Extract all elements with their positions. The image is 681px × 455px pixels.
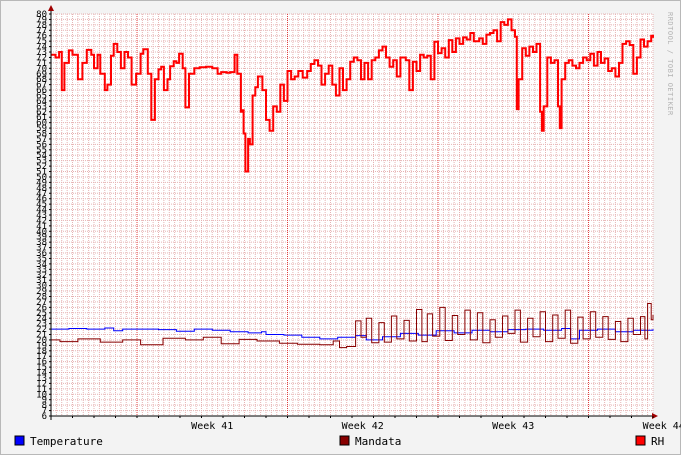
y-tick-label: 80 [36,10,47,20]
y-tick-label: 36 [36,249,47,259]
y-tick-label: 70 [36,64,47,74]
y-tick-label: 60 [36,119,47,129]
y-tick-label: 40 [36,227,47,237]
y-tick-label: 17 [36,352,47,362]
legend-swatch-rh [635,435,646,446]
y-tick-label: 57 [36,135,47,145]
axes [48,5,658,420]
y-tick-label: 14 [36,369,47,379]
y-tick-label: 32 [36,271,47,281]
y-tick-label: 33 [36,265,47,275]
y-tick-label: 16 [36,358,47,368]
y-tick-label: 47 [36,189,47,199]
y-tick-label: 24 [36,314,47,324]
y-tick-label: 64 [36,97,47,107]
y-tick-label: 23 [36,320,47,330]
y-tick-label: 12 [36,379,47,389]
y-tick-label: 58 [36,130,47,140]
y-tick-label: 48 [36,184,47,194]
y-tick-label: 37 [36,244,47,254]
y-tick-label: 51 [36,168,47,178]
y-tick-label: 11 [36,385,47,395]
y-tick-label: 79 [36,15,47,25]
y-tick-label: 45 [36,200,47,210]
y-tick-label: 52 [36,162,47,172]
y-tick-label: 27 [36,298,47,308]
y-tick-label: 15 [36,363,47,373]
y-tick-label: 20 [36,336,47,346]
y-tick-label: 68 [36,75,47,85]
grid [50,13,654,417]
series-line-rh [51,18,654,173]
y-tick-label: 6 [42,412,47,422]
legend: Temperature Mandata RH [14,435,664,448]
y-tick-label: 18 [36,347,47,357]
y-tick-label: 53 [36,157,47,167]
y-tick-label: 55 [36,146,47,156]
y-tick-label: 34 [36,260,47,270]
y-tick-label: 61 [36,113,47,123]
y-tick-label: 7 [42,407,47,417]
y-tick-label: 10 [36,390,47,400]
y-tick-label: 28 [36,292,47,302]
legend-label-rh: RH [651,435,664,448]
y-tick-label: 29 [36,287,47,297]
y-tick-label: 13 [36,374,47,384]
x-tick-label: Week 44 [643,421,681,432]
y-tick-label: 59 [36,124,47,134]
y-tick-label: 69 [36,70,47,80]
y-tick-labels: 6789101112131415161718192021222324252627… [36,10,47,422]
y-tick-label: 30 [36,282,47,292]
y-tick-label: 8 [42,401,47,411]
legend-label-temperature: Temperature [30,435,103,448]
series-lines [51,18,654,349]
y-tick-label: 9 [42,396,47,406]
y-tick-label: 75 [36,37,47,47]
y-tick-label: 73 [36,48,47,58]
x-tick-label: Week 42 [342,421,384,432]
y-tick-label: 74 [36,43,47,53]
y-tick-label: 25 [36,309,47,319]
y-tick-label: 22 [36,325,47,335]
legend-swatch-temperature [14,435,25,446]
y-tick-label: 41 [36,222,47,232]
y-tick-label: 42 [36,216,47,226]
y-tick-label: 54 [36,151,47,161]
y-tick-label: 56 [36,140,47,150]
y-tick-label: 67 [36,81,47,91]
y-tick-label: 76 [36,32,47,42]
series-line-mandata [51,303,654,349]
y-tick-label: 38 [36,238,47,248]
y-tick-label: 44 [36,206,47,216]
y-tick-label: 39 [36,233,47,243]
y-tick-label: 43 [36,211,47,221]
y-tick-label: 63 [36,102,47,112]
y-tick-label: 49 [36,178,47,188]
y-tick-label: 77 [36,26,47,36]
y-tick-label: 50 [36,173,47,183]
legend-label-mandata: Mandata [355,435,401,448]
y-tick-label: 19 [36,341,47,351]
y-tick-label: 35 [36,254,47,264]
y-tick-label: 78 [36,21,47,31]
watermark: RRDTOOL / TOBI OETIKER [666,12,674,116]
x-tick-labels: Week 41 Week 42 Week 43 Week 44 [191,421,681,432]
x-tick-label: Week 43 [492,421,534,432]
y-tick-label: 66 [36,86,47,96]
y-tick-label: 65 [36,91,47,101]
y-axis-arrow [48,5,54,11]
y-tick-label: 46 [36,195,47,205]
y-tick-label: 26 [36,303,47,313]
y-tick-label: 71 [36,59,47,69]
y-tick-label: 72 [36,53,47,63]
y-tick-label: 31 [36,276,47,286]
y-tick-label: 21 [36,331,47,341]
y-tick-label: 62 [36,108,47,118]
x-tick-label: Week 41 [191,421,233,432]
legend-swatch-mandata [339,435,350,446]
